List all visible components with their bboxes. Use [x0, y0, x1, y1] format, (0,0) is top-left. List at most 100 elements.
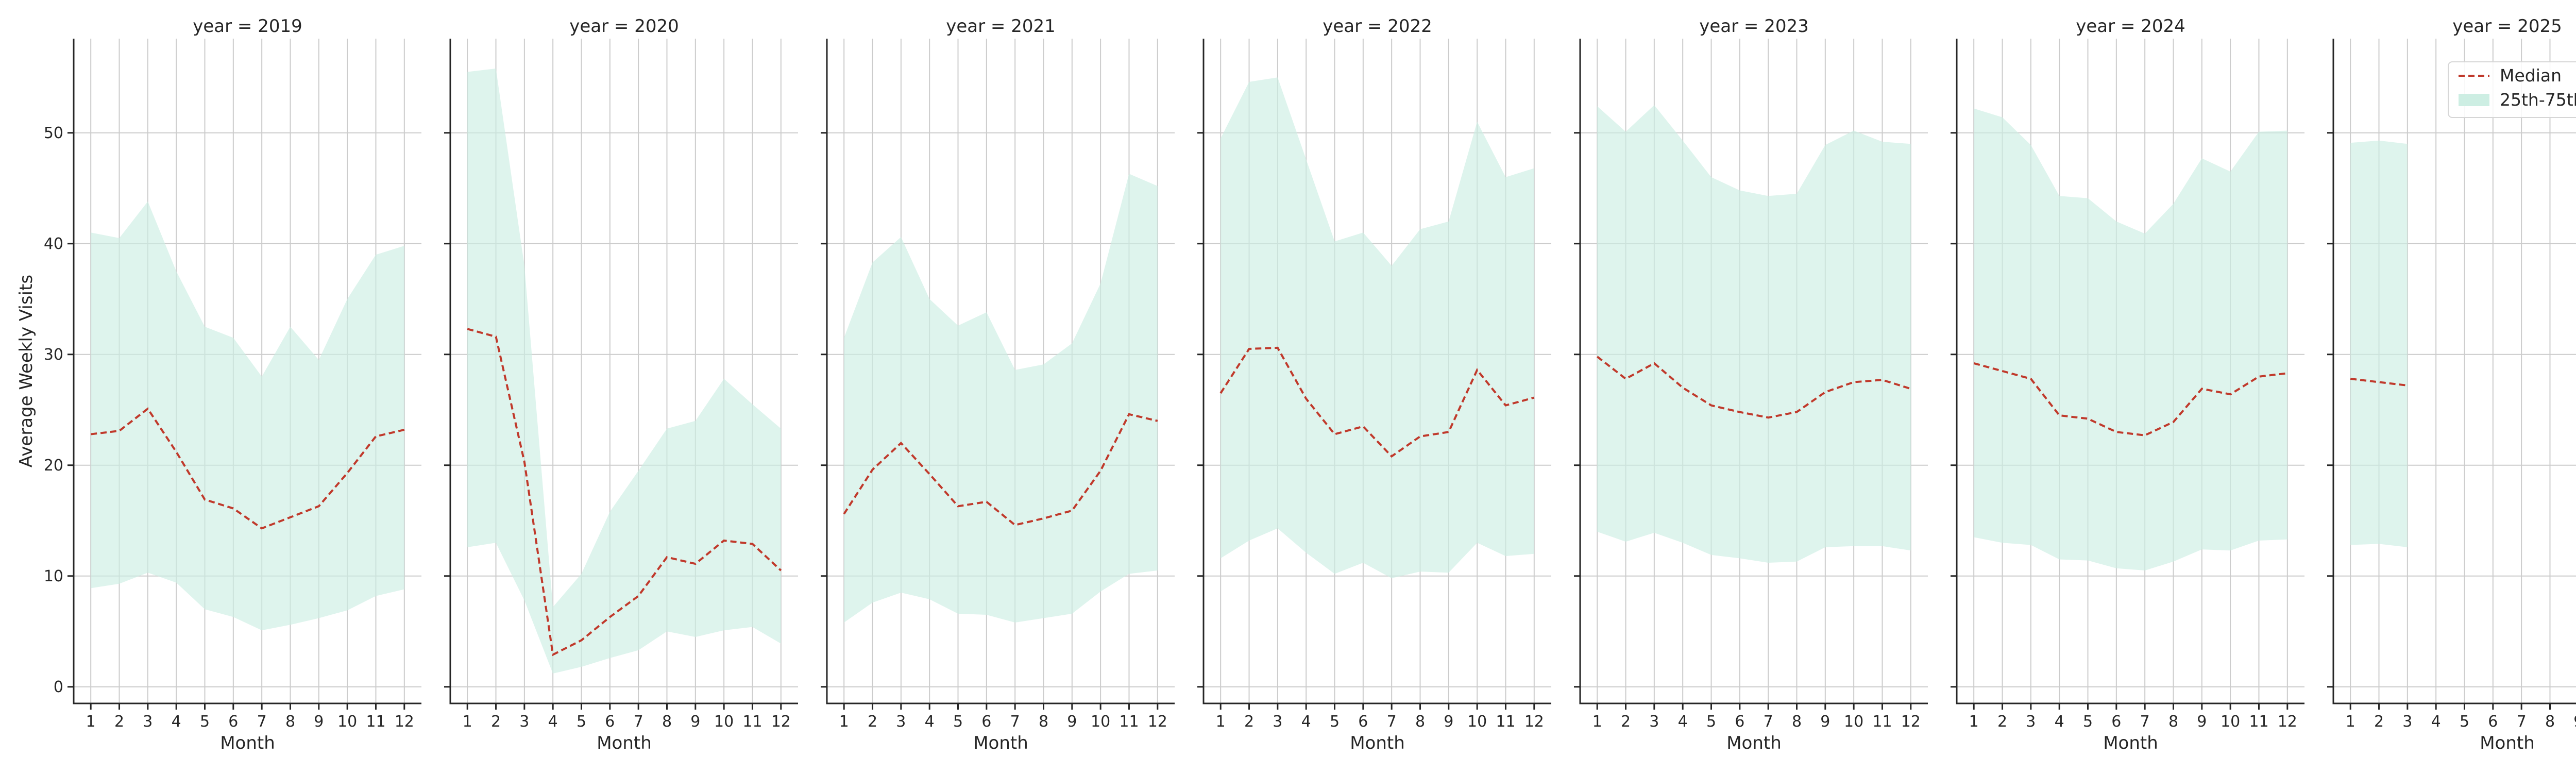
panel-title: year = 2022 [1323, 16, 1432, 37]
x-tick-label: 3 [1649, 713, 1659, 731]
x-tick-label: 3 [2402, 713, 2412, 731]
x-tick-label: 1 [1592, 713, 1602, 731]
x-axis-label: Month [2103, 733, 2158, 753]
y-axis-label: Average Weekly Visits [16, 275, 37, 467]
x-tick-label: 7 [634, 713, 643, 731]
x-tick-label: 11 [742, 713, 762, 731]
x-tick-label: 6 [2488, 713, 2498, 731]
x-axis-label: Month [1350, 733, 1405, 753]
x-tick-label: 5 [2460, 713, 2469, 731]
x-tick-label: 11 [1119, 713, 1139, 731]
x-tick-label: 5 [1706, 713, 1716, 731]
x-tick-label: 11 [2249, 713, 2268, 731]
panel-title: year = 2023 [1699, 16, 1808, 37]
x-tick-label: 8 [1792, 713, 1802, 731]
x-tick-label: 1 [1969, 713, 1979, 731]
x-tick-label: 2 [868, 713, 877, 731]
x-tick-label: 12 [771, 713, 791, 731]
percentile-band [844, 174, 1158, 623]
x-tick-label: 7 [2517, 713, 2527, 731]
x-axis-label: Month [220, 733, 275, 753]
panel-title: year = 2019 [193, 16, 302, 37]
x-tick-label: 1 [463, 713, 472, 731]
x-tick-label: 1 [86, 713, 96, 731]
x-tick-label: 12 [1524, 713, 1544, 731]
median-line [1219, 346, 1535, 458]
x-tick-label: 9 [314, 713, 324, 731]
x-tick-label: 3 [143, 713, 152, 731]
x-tick-label: 9 [2573, 713, 2576, 731]
x-axis-label: Month [1726, 733, 1782, 753]
panel-title: year = 2025 [2452, 16, 2562, 37]
x-tick-label: 1 [839, 713, 849, 731]
x-tick-label: 9 [2197, 713, 2207, 731]
x-tick-label: 7 [2140, 713, 2150, 731]
percentile-band [467, 69, 781, 674]
x-tick-label: 2 [2374, 713, 2384, 731]
x-tick-label: 1 [1216, 713, 1226, 731]
x-tick-label: 11 [1872, 713, 1892, 731]
x-axis-label: Month [2480, 733, 2535, 753]
median-line [1596, 356, 1911, 419]
x-tick-label: 9 [1067, 713, 1077, 731]
x-tick-label: 5 [1330, 713, 1340, 731]
x-tick-label: 12 [2278, 713, 2297, 731]
x-tick-label: 12 [395, 713, 414, 731]
x-tick-label: 8 [1415, 713, 1425, 731]
percentile-band [1974, 108, 2287, 570]
x-tick-label: 5 [200, 713, 210, 731]
x-tick-label: 8 [2168, 713, 2178, 731]
x-tick-label: 10 [714, 713, 734, 731]
x-tick-label: 12 [1148, 713, 1167, 731]
y-tick-label: 40 [44, 235, 63, 253]
x-tick-label: 5 [2083, 713, 2093, 731]
x-tick-label: 4 [2431, 713, 2441, 731]
x-tick-label: 7 [1010, 713, 1020, 731]
x-tick-label: 4 [1301, 713, 1311, 731]
x-tick-label: 5 [577, 713, 586, 731]
percentile-band [91, 201, 404, 631]
x-tick-label: 10 [1467, 713, 1487, 731]
x-tick-label: 10 [2221, 713, 2240, 731]
x-tick-label: 8 [2545, 713, 2555, 731]
x-tick-label: 8 [662, 713, 672, 731]
median-line [90, 407, 405, 530]
x-tick-label: 7 [1387, 713, 1397, 731]
x-tick-label: 3 [1273, 713, 1282, 731]
legend-band-swatch [2459, 94, 2489, 106]
x-tick-label: 8 [1039, 713, 1048, 731]
y-tick-label: 50 [44, 124, 63, 142]
panel-title: year = 2021 [946, 16, 1055, 37]
x-tick-label: 7 [1764, 713, 1773, 731]
x-tick-label: 2 [114, 713, 124, 731]
x-tick-label: 6 [1358, 713, 1368, 731]
percentile-band [1221, 77, 1534, 579]
x-tick-label: 4 [1678, 713, 1688, 731]
x-tick-label: 9 [1820, 713, 1830, 731]
legend: Median 25th-75th Percentile [2448, 61, 2576, 118]
y-tick-label: 10 [44, 567, 63, 585]
panel-title: year = 2020 [569, 16, 679, 37]
x-tick-label: 12 [1901, 713, 1921, 731]
x-tick-label: 4 [925, 713, 935, 731]
x-tick-label: 6 [2111, 713, 2121, 731]
x-tick-label: 2 [1621, 713, 1631, 731]
panel-title: year = 2024 [2076, 16, 2185, 37]
x-tick-label: 3 [896, 713, 906, 731]
legend-band-label: 25th-75th Percentile [2500, 90, 2576, 110]
x-tick-label: 9 [1444, 713, 1453, 731]
x-tick-label: 10 [1844, 713, 1863, 731]
x-tick-label: 5 [953, 713, 963, 731]
x-tick-label: 2 [1997, 713, 2007, 731]
x-tick-label: 11 [1496, 713, 1515, 731]
x-axis-label: Month [973, 733, 1028, 753]
percentile-band [2350, 140, 2408, 547]
y-tick-label: 20 [44, 457, 63, 475]
median-line [1973, 362, 2288, 436]
